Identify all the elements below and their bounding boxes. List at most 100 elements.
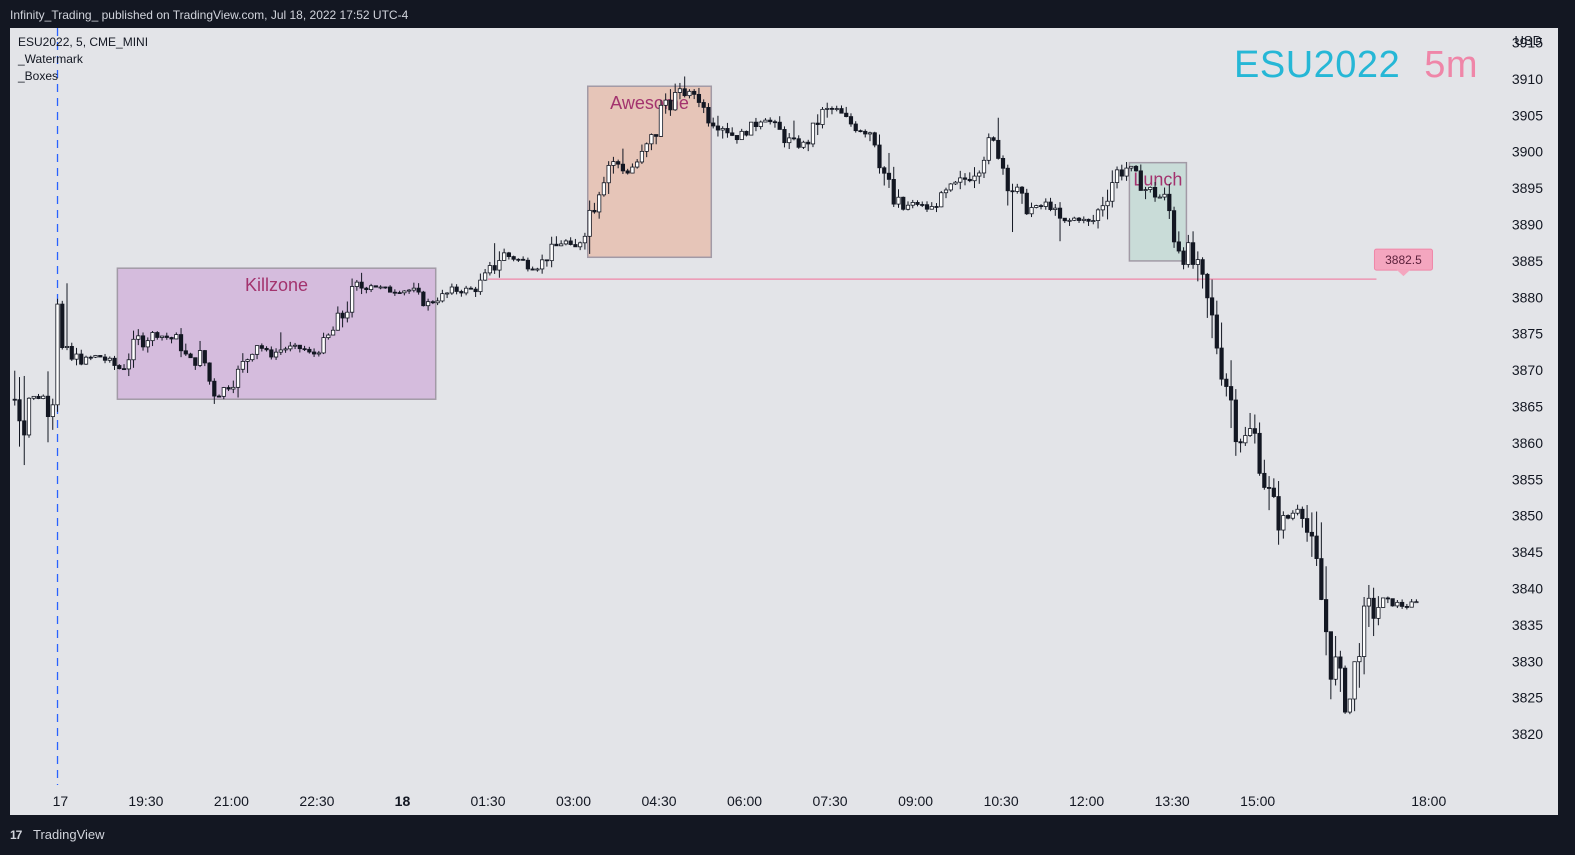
candle-body-down: [112, 357, 117, 366]
candle: [311, 348, 317, 357]
candle-body-up: [26, 397, 32, 436]
candle-body-up: [1124, 167, 1129, 177]
candle-body-up: [83, 356, 89, 365]
candle: [649, 133, 654, 151]
candle: [245, 358, 250, 373]
candle: [511, 255, 516, 262]
candle-body-down: [1314, 535, 1319, 559]
candle: [1029, 202, 1034, 218]
candle: [644, 142, 649, 158]
candle: [1309, 512, 1314, 557]
candle-body-down: [468, 287, 473, 290]
candle-body-up: [820, 108, 825, 125]
candle: [877, 134, 882, 174]
candle: [901, 196, 906, 211]
candle-body-down: [1176, 241, 1181, 252]
candle: [335, 306, 340, 331]
candle-body-up: [1352, 661, 1357, 700]
candle-body-up: [240, 361, 245, 370]
candle-body-up: [378, 286, 383, 289]
candle-body-up: [131, 338, 136, 361]
candle: [725, 122, 730, 138]
candle: [1262, 459, 1267, 490]
candle: [720, 126, 725, 139]
candle: [411, 282, 416, 293]
indicator-boxes-legend[interactable]: _Boxes: [18, 69, 59, 83]
time-tick-label: 18: [395, 793, 411, 809]
price-tick-label: 3860: [1512, 435, 1543, 451]
candle-body-down: [1262, 472, 1267, 488]
candle-body-up: [601, 182, 607, 196]
candle: [1247, 412, 1253, 438]
candle-body-down: [1219, 347, 1224, 380]
candle: [768, 117, 773, 125]
indicator-watermark-legend[interactable]: _Watermark: [18, 52, 83, 66]
time-tick-label: 15:00: [1240, 793, 1275, 809]
candle-body-up: [1148, 186, 1153, 190]
candle: [1034, 204, 1039, 209]
chart-pane[interactable]: Killzone Awesome Lunch 3882.5 3915 3910 3905…: [10, 28, 1558, 815]
candle: [368, 283, 374, 293]
candle: [216, 394, 222, 398]
candle-body-up: [1333, 656, 1338, 680]
candle-body-down: [934, 206, 939, 208]
candle-body-up: [1043, 201, 1048, 207]
candle-body-down: [1309, 531, 1314, 537]
candle-body-down: [991, 137, 996, 141]
candle-body-up: [426, 301, 431, 307]
candle-body-up: [74, 353, 79, 360]
candle: [886, 152, 892, 188]
candle: [345, 301, 350, 323]
candle: [207, 362, 212, 385]
candle-body-down: [962, 177, 968, 180]
candle-body-up: [402, 290, 407, 294]
candle-body-down: [744, 130, 749, 136]
footer-bar: 17 TradingView: [0, 815, 1575, 855]
candle: [1176, 231, 1181, 254]
candle-body-up: [1162, 193, 1167, 198]
candle: [1076, 217, 1082, 223]
candle: [559, 240, 564, 247]
candle-body-down: [383, 286, 388, 289]
candle: [1409, 598, 1414, 608]
candle: [687, 89, 692, 99]
candle: [801, 140, 806, 150]
candle: [1338, 650, 1343, 692]
candle: [302, 345, 307, 352]
candle: [929, 202, 934, 210]
candle: [1366, 584, 1371, 627]
price-level-tag-text: 3882.5: [1385, 253, 1422, 267]
candle-body-up: [673, 92, 678, 111]
candle-body-up: [587, 209, 592, 237]
candle: [250, 353, 255, 362]
candle-body-down: [226, 387, 231, 390]
symbol-legend[interactable]: ESU2022, 5, CME_MINI: [18, 35, 149, 49]
candle-body-down: [920, 204, 925, 206]
candle: [882, 166, 887, 186]
candle-body-up: [326, 334, 331, 339]
candle: [1057, 202, 1063, 242]
candle: [1395, 600, 1400, 609]
candle: [1219, 322, 1224, 386]
candle-body-down: [155, 332, 160, 338]
price-tick-label: 3875: [1512, 326, 1543, 342]
candle-body-up: [578, 242, 583, 248]
candle: [326, 333, 331, 340]
candle-body-down: [183, 350, 188, 355]
candle-body-down: [654, 134, 659, 137]
chart-legend[interactable]: ESU2022, 5, CME_MINI _Watermark _Boxes: [18, 34, 148, 85]
candle-body-down: [340, 312, 345, 319]
candle-body-down: [421, 291, 426, 307]
candle-body-down: [79, 353, 84, 365]
candle: [330, 326, 336, 336]
time-tick-label: 18:00: [1411, 793, 1446, 809]
candle-body-up: [1395, 601, 1400, 607]
candle: [1167, 183, 1172, 219]
candle: [1224, 373, 1229, 397]
candle-body-up: [1357, 656, 1362, 663]
candle-body-up: [483, 272, 488, 281]
candle: [1352, 661, 1357, 712]
candle: [1266, 476, 1272, 511]
